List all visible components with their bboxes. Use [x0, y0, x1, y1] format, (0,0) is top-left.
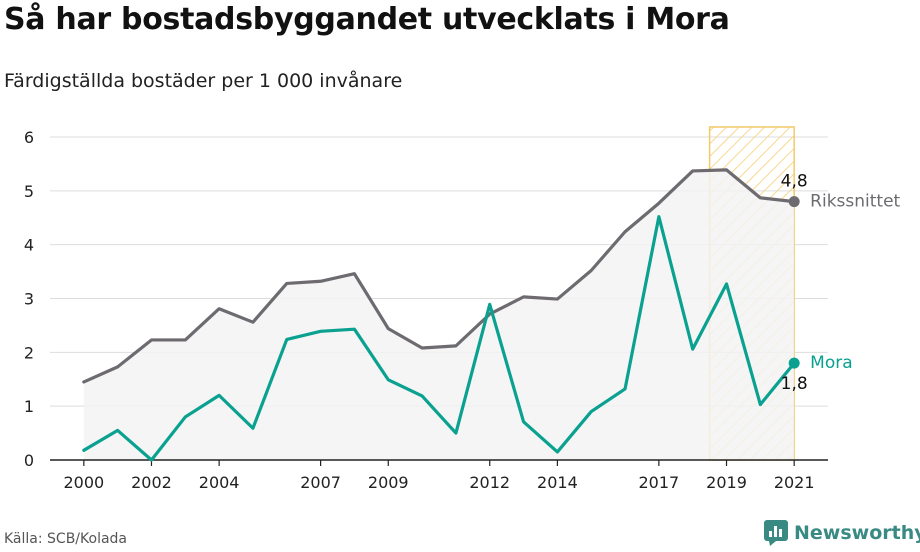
x-tick-label: 2007: [300, 473, 341, 492]
chart-subtitle: Färdigställda bostäder per 1 000 invånar…: [4, 70, 403, 92]
national-end-marker: [788, 196, 800, 208]
y-tick-label: 4: [24, 236, 34, 255]
national-series-line: [82, 168, 796, 384]
x-tick-label: 2000: [63, 473, 104, 492]
local-series-label: Mora: [810, 353, 852, 373]
x-tick-label: 2009: [368, 473, 409, 492]
x-tick-label: 2004: [199, 473, 240, 492]
chart-title: Så har bostadsbyggandet utvecklats i Mor…: [4, 2, 730, 37]
local-series-line: [82, 215, 796, 462]
national-series-label: Rikssnittet: [810, 192, 900, 212]
y-tick-label: 3: [24, 290, 34, 309]
x-tick-label: 2019: [706, 473, 747, 492]
x-tick-label: 2021: [774, 473, 815, 492]
x-tick-label: 2014: [537, 473, 578, 492]
x-tick-label: 2017: [639, 473, 680, 492]
source-note: Källa: SCB/Kolada: [4, 531, 128, 547]
y-tick-label: 5: [24, 182, 34, 201]
x-tick-label: 2012: [469, 473, 510, 492]
x-tick-label: 2002: [131, 473, 172, 492]
y-tick-label: 0: [24, 451, 34, 470]
brand-logo: Newsworthy: [764, 520, 920, 546]
local-end-marker: [788, 357, 800, 369]
y-tick-label: 6: [24, 128, 34, 147]
newsworthy-logo-icon: [764, 520, 788, 546]
y-tick-label: 2: [24, 343, 34, 362]
national-value-label: 4,8: [781, 172, 808, 192]
y-tick-label: 1: [24, 397, 34, 416]
local-value-label: 1,8: [781, 374, 808, 394]
brand-name: Newsworthy: [794, 522, 920, 544]
